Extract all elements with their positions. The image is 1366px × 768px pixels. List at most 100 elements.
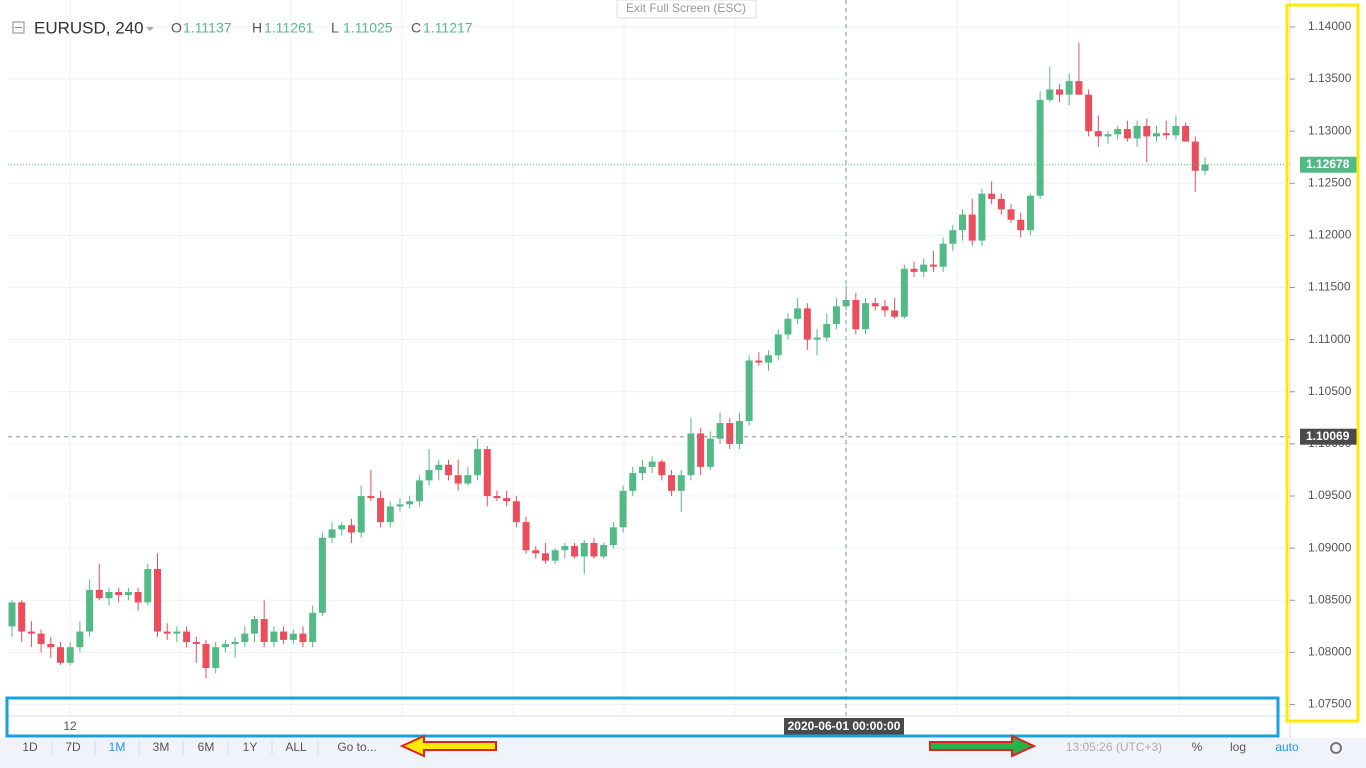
range-button[interactable]: 6M xyxy=(198,740,215,754)
candle-body xyxy=(881,306,889,311)
candle-body xyxy=(697,433,705,467)
candle-body xyxy=(823,324,831,338)
grid xyxy=(8,0,1290,716)
y-tick-label: 1.08000 xyxy=(1308,645,1352,659)
log-button[interactable]: log xyxy=(1230,740,1246,754)
exit-fullscreen-button[interactable] xyxy=(616,0,757,19)
candle-body xyxy=(1143,125,1151,137)
candle-body xyxy=(425,469,433,481)
candle-body xyxy=(386,506,394,523)
candle-body xyxy=(813,337,821,340)
exit-fullscreen-label: Exit Full Screen (ESC) xyxy=(626,1,746,15)
candle-body xyxy=(66,647,74,663)
candle-body xyxy=(765,355,773,363)
candle-body xyxy=(571,546,579,557)
candle-body xyxy=(318,537,326,613)
range-button[interactable]: ALL xyxy=(285,740,307,754)
candle-body xyxy=(522,522,530,551)
candle-body xyxy=(755,360,763,363)
auto-button[interactable]: auto xyxy=(1275,740,1299,754)
collapse-icon[interactable] xyxy=(12,21,25,34)
candle-body xyxy=(396,504,404,507)
range-button[interactable]: 1M xyxy=(109,740,126,754)
clock: 13:05:26 (UTC+3) xyxy=(1066,740,1162,754)
candle-body xyxy=(910,268,918,272)
candle-body xyxy=(561,546,569,551)
candle-body xyxy=(1007,209,1015,220)
overlay xyxy=(8,0,1290,716)
candle-body xyxy=(444,464,452,476)
ohlc-legend: O 1.11137 H 1.11261 L 1.11025 C 1.11217 xyxy=(171,20,473,36)
candle-body xyxy=(1036,99,1044,196)
range-button[interactable]: 3M xyxy=(153,740,170,754)
candle-body xyxy=(134,591,142,603)
goto-button[interactable]: Go to... xyxy=(337,740,376,754)
candle-body xyxy=(367,496,375,499)
candle-body xyxy=(668,475,676,491)
candle-body xyxy=(997,198,1005,210)
candle-body xyxy=(735,420,743,444)
range-button[interactable]: 1Y xyxy=(243,740,258,754)
candle-body xyxy=(803,308,811,340)
candle-body xyxy=(56,647,64,663)
y-tick-label: 1.13000 xyxy=(1308,123,1352,137)
symbol-dropdown[interactable] xyxy=(146,27,154,31)
y-tick-label: 1.09500 xyxy=(1308,488,1352,502)
range-button[interactable]: 7D xyxy=(65,740,81,754)
candle-body xyxy=(1017,219,1025,231)
price-axis: 1.07500 1.08000 1.08500 1.09000 1.09500 1.100… xyxy=(1290,19,1357,711)
crosshair-price-label: 1.10069 xyxy=(1306,429,1350,443)
candle-body xyxy=(357,496,365,533)
range-button[interactable]: 1D xyxy=(22,740,38,754)
candle-body xyxy=(1085,94,1093,132)
percent-button[interactable]: % xyxy=(1192,740,1203,754)
candle-body xyxy=(503,498,511,502)
candle-body xyxy=(939,243,947,267)
candle-body xyxy=(105,591,113,599)
candle-body xyxy=(76,631,84,648)
candles xyxy=(8,42,1209,679)
y-tick-label: 1.07500 xyxy=(1308,697,1352,711)
candle-body xyxy=(929,264,937,267)
candle-body xyxy=(842,300,850,307)
candle-body xyxy=(794,308,802,319)
y-tick-label: 1.11000 xyxy=(1308,332,1351,346)
candle-body xyxy=(716,423,724,439)
candle-body xyxy=(619,490,627,528)
candle-body xyxy=(687,433,695,476)
candle-body xyxy=(784,318,792,335)
candle-body xyxy=(241,633,249,642)
candle-body xyxy=(144,569,152,603)
candle-body xyxy=(212,647,220,669)
y-tick-label: 1.10500 xyxy=(1308,384,1352,398)
candle-body xyxy=(629,473,637,491)
ohlc-value: 1.11261 xyxy=(264,20,314,36)
candle-body xyxy=(726,423,734,444)
ohlc-key: O xyxy=(171,20,182,36)
candle-body xyxy=(852,300,860,330)
y-tick-label: 1.13500 xyxy=(1308,71,1352,85)
candle-body xyxy=(202,644,210,669)
candle-body xyxy=(406,501,414,505)
symbol-title: EURUSD, 240 xyxy=(34,18,144,37)
arrow-right xyxy=(929,734,1037,758)
settings-button[interactable] xyxy=(1330,742,1342,754)
candle-body xyxy=(37,633,45,645)
candle-body xyxy=(115,591,123,596)
highlight-box-time-axis xyxy=(5,696,1280,738)
ohlc-key: H xyxy=(252,20,262,36)
candle-body xyxy=(95,589,103,599)
candle-body xyxy=(289,633,297,640)
candle-body xyxy=(124,591,132,596)
time-label: 12 xyxy=(63,719,77,733)
candle-body xyxy=(1075,81,1083,95)
candle-body xyxy=(8,602,16,627)
candle-body xyxy=(1201,164,1209,171)
candle-body xyxy=(1046,89,1054,100)
candle-body xyxy=(609,527,617,546)
candle-body xyxy=(1182,125,1190,142)
candle-body xyxy=(1153,133,1161,137)
candle-body xyxy=(338,525,346,530)
candle-body xyxy=(988,193,996,199)
